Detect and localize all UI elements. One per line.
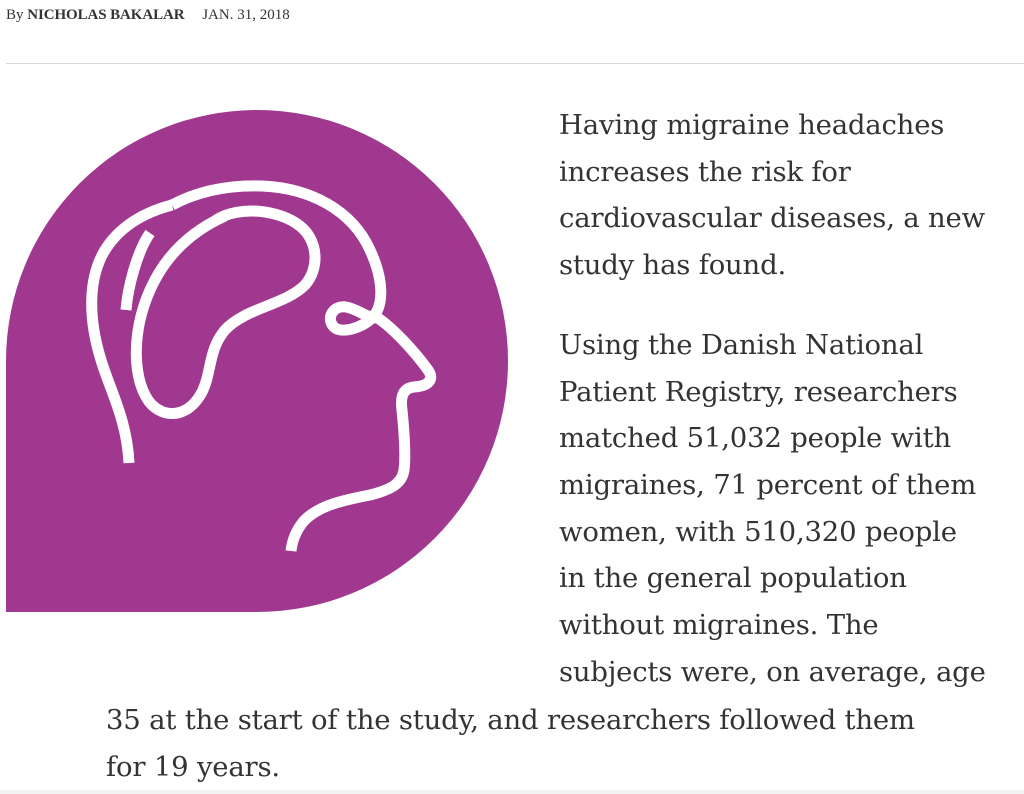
text-line: cardiovascular diseases, a new [559,202,985,235]
article-illustration [6,110,508,612]
byline-prefix: By [6,7,24,23]
text-line: subjects were, on average, age [559,655,986,688]
publish-date: JAN. 31, 2018 [202,7,290,23]
text-line: matched 51,032 people with [559,422,951,455]
text-line: 35 at the start of the study, and resear… [106,704,915,736]
text-line: Using the Danish National [559,328,924,361]
text-line: without migraines. The [559,609,879,642]
text-line: migraines, 71 percent of them [559,468,977,501]
byline: By NICHOLAS BAKALAR JAN. 31, 2018 [6,5,290,25]
paragraph-2: Using the Danish National Patient Regist… [559,322,1019,696]
paragraph-1: Having migraine headaches increases the … [559,102,1019,289]
paragraph-2-continuation: 35 at the start of the study, and resear… [106,697,1006,791]
header-divider [6,63,1024,64]
bottom-edge [0,790,1024,794]
byline-author[interactable]: NICHOLAS BAKALAR [27,7,185,23]
text-line: women, with 510,320 people [559,515,957,548]
text-line: increases the risk for [559,155,851,188]
text-line: Having migraine headaches [559,109,945,141]
text-line: study has found. [559,249,787,282]
text-line: in the general population [559,562,907,595]
article-body: Having migraine headaches increases the … [559,102,1019,728]
text-line: for 19 years. [106,751,280,783]
text-line: Patient Registry, researchers [559,375,958,408]
